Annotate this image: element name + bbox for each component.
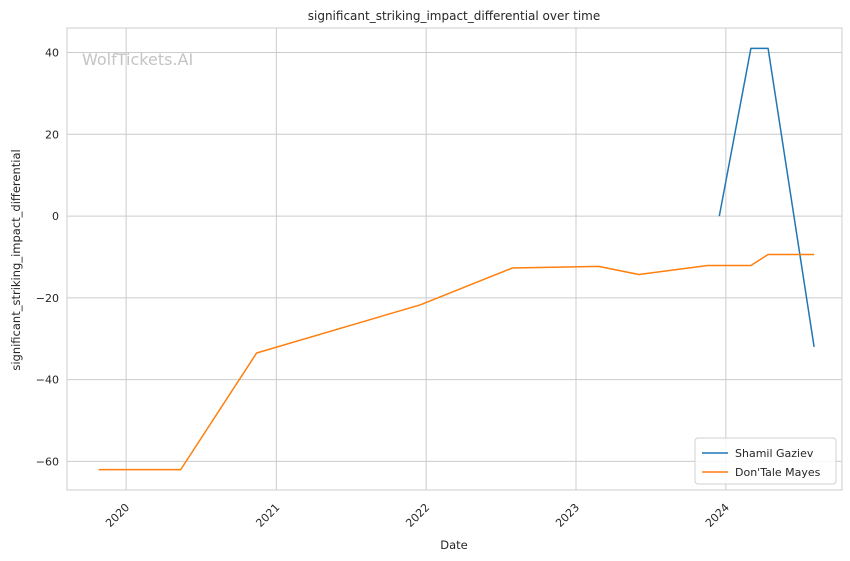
series-line-1	[718, 47, 815, 348]
y-tick-label: −40	[36, 374, 59, 387]
legend-label-1: Shamil Gaziev	[735, 447, 814, 460]
watermark-text: WolfTickets.AI	[82, 50, 193, 69]
y-axis-ticks: −60 −40 −20 0 20 40	[36, 47, 59, 469]
legend-label-2: Don'Tale Mayes	[735, 466, 821, 479]
chart-title: significant_striking_impact_differential…	[308, 9, 600, 23]
series-lines	[98, 47, 815, 471]
x-axis-title: Date	[440, 538, 468, 552]
gridlines	[67, 28, 842, 490]
legend-box	[694, 437, 837, 485]
y-tick-label: 20	[45, 128, 59, 141]
y-axis-title: significant_striking_impact_differential	[9, 149, 23, 370]
series-line-2	[98, 253, 815, 471]
legend: Shamil Gaziev Don'Tale Mayes	[694, 437, 837, 485]
y-tick-label: 0	[52, 210, 59, 223]
y-tick-label: −60	[36, 455, 59, 468]
y-tick-label: −20	[36, 292, 59, 305]
plot-area-frame	[66, 27, 843, 491]
y-tick-label: 40	[45, 47, 59, 60]
